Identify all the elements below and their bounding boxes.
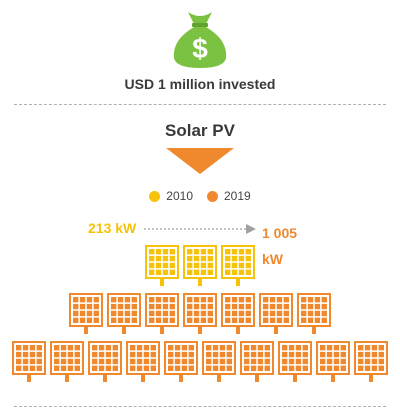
solar-panel-2019-row1-6	[259, 293, 293, 334]
solar-panel-2019-row2-9	[316, 341, 350, 382]
top-divider	[14, 104, 386, 105]
solar-panel-2019-row2-5	[164, 341, 198, 382]
solar-panel-2010-1	[145, 245, 179, 286]
money-bag-icon: $	[173, 12, 227, 68]
solar-panel-2019-row1-3	[145, 293, 179, 334]
solar-panel-2019-row2-3	[88, 341, 122, 382]
arrow-down-icon	[166, 148, 234, 174]
legend-dot-2010	[149, 190, 161, 202]
solar-panel-2019-row2-4	[126, 341, 160, 382]
solar-panel-2019-row2-6	[202, 341, 236, 382]
comparison-arrow-icon	[144, 224, 256, 234]
investment-subtitle: USD 1 million invested	[124, 76, 276, 92]
solar-panel-2010-2	[183, 245, 217, 286]
solar-panel-2019-row1-1	[69, 293, 103, 334]
solar-panel-2019-row2-7	[240, 341, 274, 382]
legend-item-2019: 2019	[207, 189, 251, 203]
legend-label-2019: 2019	[224, 189, 251, 203]
solar-panel-2019-row2-2	[50, 341, 84, 382]
section-title: Solar PV	[165, 121, 235, 140]
solar-panel-2019-row1-4	[183, 293, 217, 334]
value-2019: 1 005 kW	[262, 225, 298, 267]
legend: 2010 2019	[0, 189, 400, 203]
solar-panel-2010-3	[221, 245, 255, 286]
value-2010: 213 kW	[88, 220, 137, 236]
solar-panel-2019-row1-7	[297, 293, 331, 334]
solar-panel-2019-row2-10	[354, 341, 388, 382]
solar-panel-2019-row1-2	[107, 293, 141, 334]
legend-label-2010: 2010	[166, 189, 193, 203]
legend-item-2010: 2010	[149, 189, 193, 203]
legend-dot-2019	[207, 190, 218, 202]
svg-text:$: $	[192, 33, 208, 64]
solar-panel-2019-row2-1	[12, 341, 46, 382]
solar-panel-2019-row2-8	[278, 341, 312, 382]
solar-panel-2019-row1-5	[221, 293, 255, 334]
bottom-divider	[14, 406, 386, 407]
